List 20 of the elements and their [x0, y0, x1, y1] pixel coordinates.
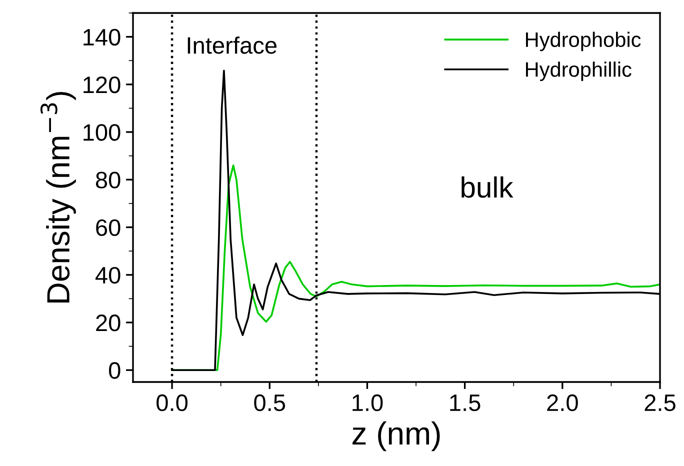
y-tick-label: 60 — [96, 219, 120, 236]
annotation: bulk — [462, 176, 514, 198]
y-tick-label: 140 — [84, 28, 120, 46]
annotation: Interface — [188, 36, 277, 54]
x-axis-title: z (nm) — [352, 421, 440, 452]
x-tick-label: 0.0 — [156, 394, 188, 412]
y-tick-label: 120 — [84, 76, 120, 94]
y-tick-label: 40 — [95, 266, 120, 284]
x-tick-label: 1.0 — [352, 394, 383, 412]
x-tick-label: 2.0 — [547, 394, 578, 412]
x-tick-label: 2.5 — [644, 394, 676, 412]
y-tick-label: 20 — [96, 314, 120, 332]
legend-label: Hydrophillic — [526, 62, 632, 82]
y-tick-label: 80 — [96, 172, 120, 188]
y-tick-label: 0 — [108, 362, 120, 379]
y-axis-title: Density (nm$^{−3}$) — [40, 92, 76, 303]
x-tick-label: 0.5 — [254, 394, 286, 412]
x-tick-label: 1.5 — [450, 394, 480, 412]
legend-label: Hydrophobic — [526, 32, 641, 52]
y-tick-label: 100 — [84, 124, 120, 141]
